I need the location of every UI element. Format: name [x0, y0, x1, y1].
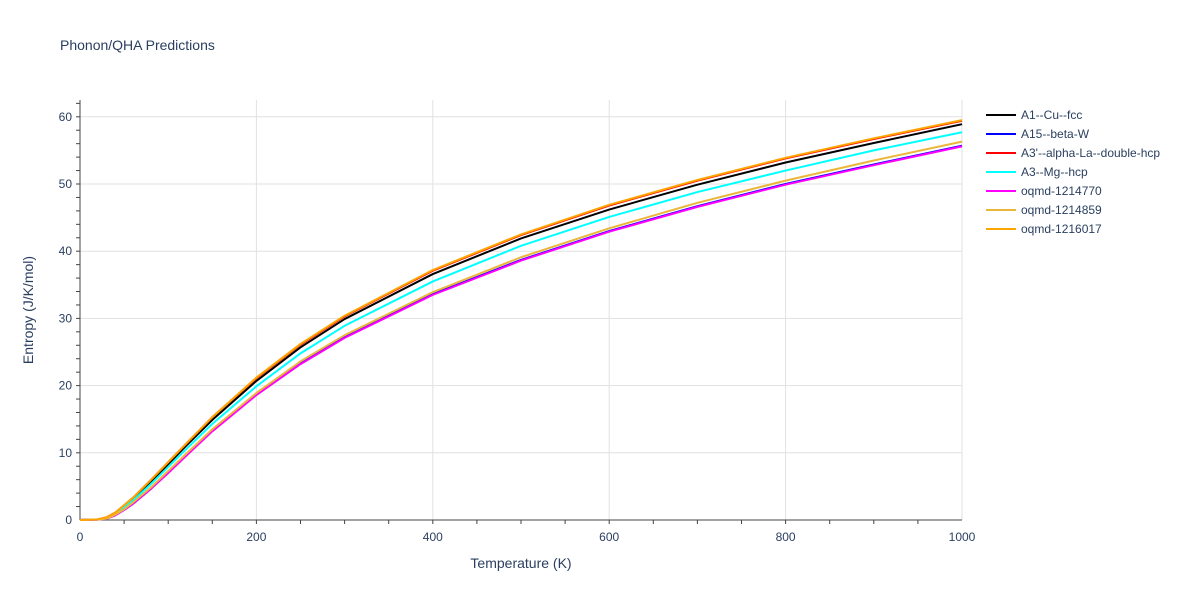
legend-item-label: oqmd-1214859 [1021, 203, 1102, 217]
y-tick-label: 0 [65, 513, 72, 527]
x-tick-label: 400 [423, 530, 443, 544]
series-line [79, 144, 963, 521]
y-tick-label: 20 [59, 379, 73, 393]
series-line [79, 119, 963, 521]
x-tick-label: 0 [77, 530, 84, 544]
legend-item-label: A1--Cu--fcc [1021, 108, 1082, 122]
x-axis-title: Temperature (K) [470, 555, 571, 571]
y-tick-label: 40 [59, 244, 73, 258]
y-tick-label: 60 [59, 110, 73, 124]
legend: A1--Cu--fcc A15--beta-W A3'--alpha-La--dou… [986, 108, 1160, 236]
legend-item-label: A15--beta-W [1021, 127, 1090, 141]
grid [80, 100, 963, 520]
series-line [79, 145, 963, 521]
legend-item-label: oqmd-1214770 [1021, 184, 1102, 198]
y-axis-title: Entropy (J/K/mol) [20, 256, 36, 364]
series-line [79, 119, 963, 521]
legend-item-label: A3'--alpha-La--double-hcp [1021, 146, 1160, 160]
axes: 0 200 400 600 800 1000 0 10 20 30 40 50 60 [59, 100, 976, 544]
x-tick-label: 600 [599, 530, 619, 544]
series-line [79, 131, 963, 521]
plot-area [79, 119, 963, 521]
y-tick-label: 30 [59, 311, 73, 325]
y-tick-label: 10 [59, 446, 73, 460]
x-tick-label: 1000 [949, 530, 976, 544]
legend-item-label: oqmd-1216017 [1021, 222, 1102, 236]
chart-title: Phonon/QHA Predictions [60, 37, 215, 53]
x-tick-label: 200 [246, 530, 266, 544]
series-line [79, 140, 963, 521]
x-tick-label: 800 [776, 530, 796, 544]
y-tick-label: 50 [59, 177, 73, 191]
legend-item-label: A3--Mg--hcp [1021, 165, 1088, 179]
